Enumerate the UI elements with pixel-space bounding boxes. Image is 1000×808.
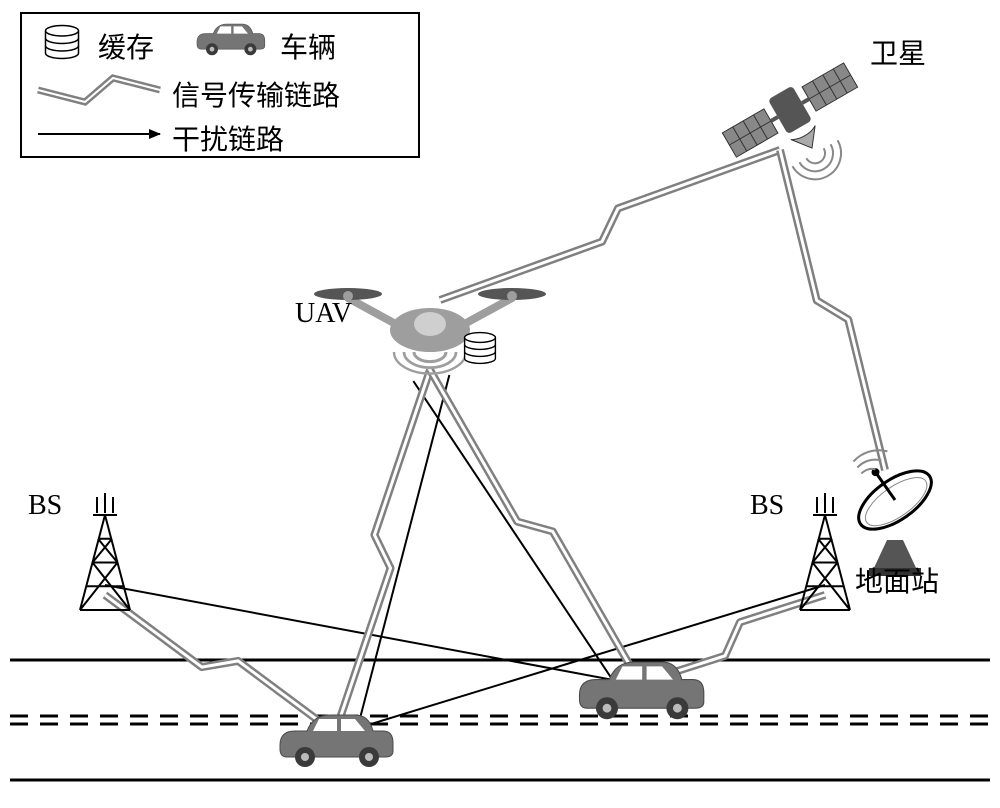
legend-interference-label: 干扰链路 bbox=[172, 118, 284, 158]
uav-cache-icon bbox=[465, 333, 496, 364]
legend-signal-label: 信号传输链路 bbox=[172, 74, 340, 114]
svg-layer bbox=[0, 0, 1000, 808]
bs-left-tower-icon bbox=[80, 493, 130, 610]
ground-station-label: 地面站 bbox=[855, 560, 939, 600]
legend-vehicle-label: 车辆 bbox=[280, 26, 336, 66]
bs-right-label: BS bbox=[750, 490, 784, 522]
bs-right-tower-icon bbox=[800, 493, 850, 610]
satellite-icon bbox=[719, 58, 888, 211]
legend-cache-label: 缓存 bbox=[98, 26, 154, 66]
satellite-label: 卫星 bbox=[870, 32, 926, 72]
legend-car-icon bbox=[197, 24, 265, 55]
legend-icons bbox=[46, 26, 79, 59]
bs-left-label: BS bbox=[28, 490, 62, 522]
diagram-canvas: 卫星 UAV BS BS 地面站 缓存 车辆 信号传输链路 干扰链路 bbox=[0, 0, 1000, 808]
legend-cache-icon bbox=[46, 26, 79, 59]
ground-station-icon bbox=[839, 445, 941, 576]
uav-label: UAV bbox=[295, 298, 352, 330]
interference-link bbox=[354, 375, 449, 740]
